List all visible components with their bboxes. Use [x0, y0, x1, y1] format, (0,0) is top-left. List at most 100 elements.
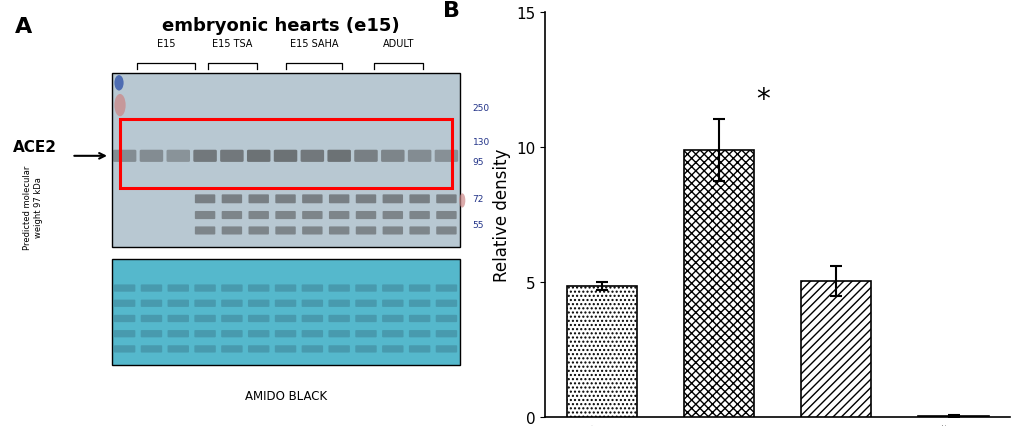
Bar: [120, 120, 451, 189]
FancyBboxPatch shape: [273, 150, 297, 162]
FancyBboxPatch shape: [302, 211, 322, 219]
Ellipse shape: [114, 76, 123, 91]
FancyBboxPatch shape: [248, 330, 269, 337]
FancyBboxPatch shape: [356, 211, 376, 219]
FancyBboxPatch shape: [409, 195, 429, 204]
FancyBboxPatch shape: [435, 330, 457, 337]
FancyBboxPatch shape: [114, 300, 136, 307]
FancyBboxPatch shape: [329, 211, 350, 219]
FancyBboxPatch shape: [221, 227, 242, 235]
FancyBboxPatch shape: [409, 345, 430, 353]
Text: embryonic hearts (e15): embryonic hearts (e15): [162, 17, 399, 35]
Text: B: B: [443, 0, 460, 20]
Y-axis label: Relative density: Relative density: [492, 149, 511, 282]
Text: AMIDO BLACK: AMIDO BLACK: [245, 389, 327, 402]
FancyBboxPatch shape: [409, 315, 430, 322]
FancyBboxPatch shape: [409, 330, 430, 337]
FancyBboxPatch shape: [329, 195, 350, 204]
FancyBboxPatch shape: [221, 315, 243, 322]
FancyBboxPatch shape: [302, 300, 323, 307]
FancyBboxPatch shape: [409, 285, 430, 292]
FancyBboxPatch shape: [327, 150, 351, 162]
FancyBboxPatch shape: [382, 315, 404, 322]
FancyBboxPatch shape: [113, 150, 137, 162]
FancyBboxPatch shape: [435, 345, 457, 353]
FancyBboxPatch shape: [167, 345, 189, 353]
FancyBboxPatch shape: [328, 315, 350, 322]
Bar: [800, 281, 870, 417]
FancyBboxPatch shape: [409, 300, 430, 307]
FancyBboxPatch shape: [194, 150, 217, 162]
FancyBboxPatch shape: [408, 150, 431, 162]
FancyBboxPatch shape: [221, 195, 242, 204]
FancyBboxPatch shape: [356, 195, 376, 204]
FancyBboxPatch shape: [302, 285, 323, 292]
FancyBboxPatch shape: [274, 300, 296, 307]
FancyBboxPatch shape: [195, 330, 216, 337]
Bar: [566, 287, 636, 417]
FancyBboxPatch shape: [195, 211, 215, 219]
FancyBboxPatch shape: [141, 285, 162, 292]
FancyBboxPatch shape: [249, 195, 269, 204]
FancyBboxPatch shape: [167, 315, 189, 322]
FancyBboxPatch shape: [355, 285, 376, 292]
FancyBboxPatch shape: [329, 227, 350, 235]
FancyBboxPatch shape: [435, 300, 457, 307]
FancyBboxPatch shape: [274, 315, 296, 322]
FancyBboxPatch shape: [409, 211, 429, 219]
FancyBboxPatch shape: [141, 345, 162, 353]
FancyBboxPatch shape: [382, 345, 404, 353]
FancyBboxPatch shape: [275, 195, 296, 204]
FancyBboxPatch shape: [436, 227, 457, 235]
FancyBboxPatch shape: [141, 315, 162, 322]
Bar: [112, 74, 460, 248]
FancyBboxPatch shape: [221, 285, 243, 292]
FancyBboxPatch shape: [114, 330, 136, 337]
FancyBboxPatch shape: [301, 150, 324, 162]
FancyBboxPatch shape: [114, 315, 136, 322]
FancyBboxPatch shape: [382, 300, 404, 307]
FancyBboxPatch shape: [436, 211, 457, 219]
FancyBboxPatch shape: [302, 195, 322, 204]
FancyBboxPatch shape: [195, 300, 216, 307]
FancyBboxPatch shape: [302, 345, 323, 353]
Bar: [112, 259, 460, 365]
FancyBboxPatch shape: [274, 285, 296, 292]
FancyBboxPatch shape: [382, 330, 404, 337]
Bar: [917, 416, 987, 417]
FancyBboxPatch shape: [167, 285, 189, 292]
FancyBboxPatch shape: [355, 315, 376, 322]
FancyBboxPatch shape: [248, 345, 269, 353]
Text: ACE2: ACE2: [13, 140, 57, 155]
FancyBboxPatch shape: [328, 345, 350, 353]
FancyBboxPatch shape: [354, 150, 377, 162]
Text: 72: 72: [472, 194, 483, 204]
Text: 130: 130: [472, 138, 489, 147]
Bar: [683, 150, 753, 417]
FancyBboxPatch shape: [249, 227, 269, 235]
FancyBboxPatch shape: [409, 227, 429, 235]
FancyBboxPatch shape: [274, 345, 296, 353]
Text: Predicted molecular
weight 97 kDa: Predicted molecular weight 97 kDa: [23, 165, 43, 249]
FancyBboxPatch shape: [140, 150, 163, 162]
Ellipse shape: [114, 95, 125, 117]
FancyBboxPatch shape: [195, 285, 216, 292]
FancyBboxPatch shape: [248, 285, 269, 292]
FancyBboxPatch shape: [355, 345, 376, 353]
Text: *: *: [756, 86, 769, 114]
FancyBboxPatch shape: [355, 300, 376, 307]
FancyBboxPatch shape: [220, 150, 244, 162]
FancyBboxPatch shape: [221, 345, 243, 353]
FancyBboxPatch shape: [195, 345, 216, 353]
FancyBboxPatch shape: [221, 211, 242, 219]
FancyBboxPatch shape: [328, 285, 350, 292]
FancyBboxPatch shape: [249, 211, 269, 219]
FancyBboxPatch shape: [328, 300, 350, 307]
FancyBboxPatch shape: [436, 195, 457, 204]
FancyBboxPatch shape: [167, 300, 189, 307]
Text: 250: 250: [472, 104, 489, 112]
FancyBboxPatch shape: [382, 285, 404, 292]
FancyBboxPatch shape: [434, 150, 458, 162]
FancyBboxPatch shape: [248, 300, 269, 307]
FancyBboxPatch shape: [195, 315, 216, 322]
